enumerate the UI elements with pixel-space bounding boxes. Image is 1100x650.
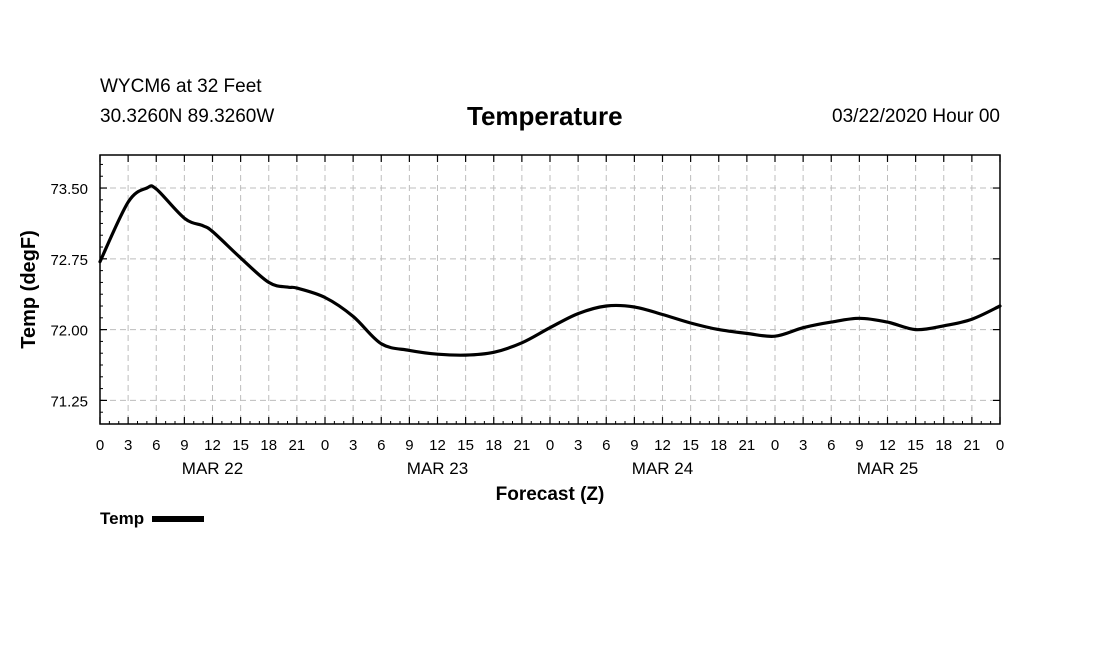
station-label: WYCM6 at 32 Feet xyxy=(100,76,262,97)
legend-label: Temp xyxy=(100,509,145,528)
x-tick-label: 15 xyxy=(907,437,924,454)
x-tick-label: 15 xyxy=(457,437,474,454)
x-tick-label: 0 xyxy=(321,437,329,454)
series-line-temp xyxy=(98,184,1002,357)
x-axis-label: Forecast (Z) xyxy=(496,484,605,505)
legend: Temp xyxy=(100,509,205,529)
x-tick-label: 21 xyxy=(739,437,756,454)
chart-title: Temperature xyxy=(467,101,623,131)
x-tick-label: 9 xyxy=(180,437,188,454)
y-tick-label: 72.75 xyxy=(50,252,88,269)
x-tick-label: 12 xyxy=(654,437,671,454)
day-label: MAR 24 xyxy=(632,459,693,478)
y-axis-label: Temp (degF) xyxy=(18,230,40,349)
plot-frame xyxy=(99,154,1001,425)
x-tick-label: 21 xyxy=(514,437,531,454)
x-tick-label: 0 xyxy=(996,437,1004,454)
series-layer xyxy=(98,184,1002,357)
x-tick-label: 12 xyxy=(429,437,446,454)
x-tick-label: 21 xyxy=(964,437,981,454)
x-tick-label: 15 xyxy=(682,437,699,454)
x-tick-label: 3 xyxy=(124,437,132,454)
y-tick-label: 72.00 xyxy=(50,323,88,340)
x-tick-label: 3 xyxy=(349,437,357,454)
grid xyxy=(100,155,1000,424)
x-tick-label: 21 xyxy=(289,437,306,454)
y-tick-label: 71.25 xyxy=(50,393,88,410)
x-tick-label: 0 xyxy=(96,437,104,454)
x-tick-label: 18 xyxy=(485,437,502,454)
x-tick-label: 6 xyxy=(602,437,610,454)
legend-line-swatch xyxy=(152,516,205,522)
x-tick-label: 0 xyxy=(546,437,554,454)
day-label: MAR 23 xyxy=(407,459,468,478)
x-tick-label: 18 xyxy=(260,437,277,454)
x-tick-label: 6 xyxy=(827,437,835,454)
day-label: MAR 25 xyxy=(857,459,918,478)
forecast-datetime: 03/22/2020 Hour 00 xyxy=(832,106,1000,127)
x-tick-label: 3 xyxy=(799,437,807,454)
tick-labels: 0 3 6 9 12 15 18 21 0 3 6 9 12 15 18 21 0 3 6 9 12 15 18 21 0 3 6 9… xyxy=(50,181,1004,478)
x-tick-label: 0 xyxy=(771,437,779,454)
x-tick-label: 9 xyxy=(405,437,413,454)
x-tick-label: 18 xyxy=(710,437,727,454)
x-tick-label: 6 xyxy=(377,437,385,454)
x-tick-label: 9 xyxy=(630,437,638,454)
x-tick-label: 3 xyxy=(574,437,582,454)
x-tick-label: 12 xyxy=(204,437,221,454)
x-tick-label: 18 xyxy=(935,437,952,454)
station-coordinates: 30.3260N 89.3260W xyxy=(100,106,275,127)
x-tick-label: 12 xyxy=(879,437,896,454)
x-tick-label: 15 xyxy=(232,437,249,454)
x-tick-label: 6 xyxy=(152,437,160,454)
day-label: MAR 22 xyxy=(182,459,243,478)
x-tick-label: 9 xyxy=(855,437,863,454)
y-tick-label: 73.50 xyxy=(50,181,88,198)
